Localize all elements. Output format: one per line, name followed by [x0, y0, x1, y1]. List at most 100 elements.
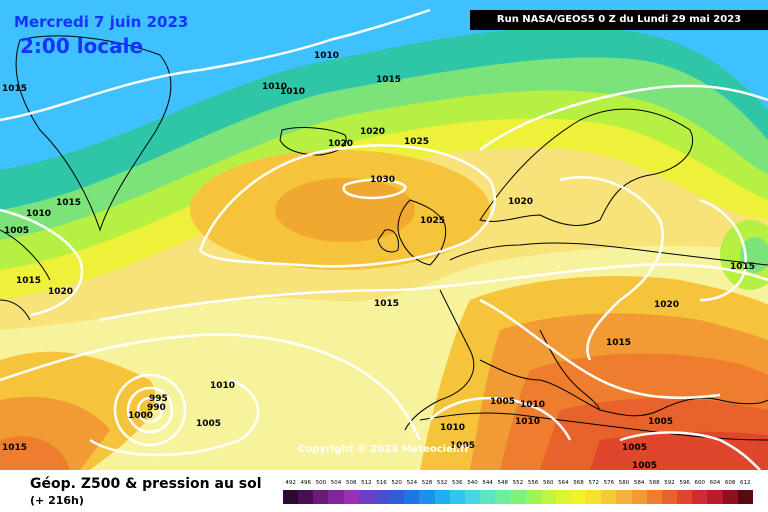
scale-value: 500	[315, 480, 327, 486]
legend-title: Géop. Z500 & pression au sol	[30, 476, 262, 492]
isobar-label: 1015	[2, 84, 27, 94]
scale-value: 564	[558, 480, 569, 486]
isobar-label: 1015	[16, 276, 41, 286]
scale-swatch	[389, 490, 405, 504]
continental-europe-coast	[404, 242, 768, 431]
north-africa-coast	[419, 412, 768, 441]
isobar-label: 1000	[128, 411, 153, 421]
isobars	[0, 8, 768, 470]
scale-value: 548	[497, 480, 509, 486]
scale-value: 528	[421, 480, 433, 486]
scandinavia-coast	[479, 108, 694, 226]
scale-value: 568	[573, 480, 584, 486]
forecast-date: Mercredi 7 juin 2023	[14, 13, 189, 31]
isobar-label: 1005	[622, 443, 647, 453]
scale-swatch	[646, 490, 662, 504]
isobar-label: 1025	[420, 216, 445, 226]
isobar-label: 1010	[262, 82, 287, 92]
scale-swatch	[480, 490, 496, 504]
isobar-label: 1015	[56, 198, 81, 208]
isobar-label: 1005	[632, 461, 657, 470]
greenland-coast	[15, 35, 172, 232]
scale-value: 496	[300, 480, 311, 486]
forecast-lead-time: (+ 216h)	[30, 494, 84, 507]
scale-swatch	[677, 490, 693, 504]
scale-swatch	[434, 490, 450, 504]
scale-value: 572	[588, 480, 599, 486]
scale-swatch	[298, 490, 314, 504]
isobar-label: 1015	[730, 262, 755, 272]
isobar-label: 1015	[2, 443, 27, 453]
scale-swatch	[358, 490, 374, 504]
scale-value: 560	[542, 480, 554, 486]
scale-value: 492	[285, 480, 296, 486]
map-canvas: 1015 1010 1015 1010 1010 1020 1020 1025 …	[0, 0, 768, 470]
isobar-label: 1010	[210, 381, 235, 391]
scale-value: 600	[694, 480, 706, 486]
ireland-coast	[377, 229, 399, 253]
scale-swatch	[464, 490, 481, 504]
isobar-label: 1010	[520, 400, 545, 410]
scale-swatches	[283, 490, 753, 504]
scale-value: 540	[467, 480, 478, 486]
scale-swatch	[631, 490, 647, 504]
isobar-label: 1020	[328, 139, 353, 149]
scale-value: 580	[618, 480, 630, 486]
scale-swatch	[510, 490, 526, 504]
isobar-label: 1005	[648, 417, 673, 427]
weather-map: 1015 1010 1015 1010 1010 1020 1020 1025 …	[0, 0, 768, 470]
isobar-label: 1010	[26, 209, 51, 219]
scale-value: 544	[482, 480, 493, 486]
isobar-label: 1005	[196, 419, 221, 429]
isobar-label: 1020	[360, 127, 385, 137]
scale-value: 584	[633, 480, 645, 486]
scale-swatch	[586, 490, 602, 504]
scale-swatch	[373, 490, 390, 504]
scale-value: 504	[330, 480, 342, 486]
scale-swatch	[343, 490, 359, 504]
isobar-label: 1010	[314, 51, 339, 61]
scale-swatch	[525, 490, 541, 504]
scale-swatch	[449, 490, 465, 504]
scale-swatch	[555, 490, 571, 504]
scale-swatch	[707, 490, 723, 504]
scale-swatch	[692, 490, 708, 504]
scale-swatch	[601, 490, 617, 504]
scale-value: 576	[603, 480, 615, 486]
isobar-label: 1015	[374, 299, 399, 309]
isobar-label: 1015	[606, 338, 631, 348]
color-scale: 492 496 500 504 508 512 516 520 524 528 532 536 540 5…	[283, 478, 753, 504]
scale-value: 604	[709, 480, 721, 486]
scale-value: 524	[406, 480, 418, 486]
scale-value: 508	[345, 480, 357, 486]
scale-swatch	[540, 490, 556, 504]
isobar-label: 1020	[48, 287, 73, 297]
scale-value: 592	[664, 480, 675, 486]
isobar-label: 990	[147, 403, 166, 413]
scale-value: 536	[452, 480, 463, 486]
scale-value: 532	[436, 480, 448, 486]
scale-value: 516	[376, 480, 387, 486]
geopotential-bands	[0, 0, 768, 470]
isobar-labels: 1015 1010 1015 1010 1010 1020 1020 1025 …	[2, 51, 755, 470]
scale-swatch	[283, 490, 299, 504]
model-run-info: Run NASA/GEOS5 0 Z du Lundi 29 mai 2023	[470, 10, 768, 30]
canada-coast	[0, 229, 51, 321]
scale-swatch	[737, 490, 753, 504]
legend-bar: Géop. Z500 & pression au sol (+ 216h) 49…	[0, 470, 768, 512]
scale-swatch	[404, 490, 420, 504]
scale-value: 556	[527, 480, 539, 486]
isobar-label: 1020	[654, 300, 679, 310]
scale-value: 608	[724, 480, 736, 486]
scale-swatch	[616, 490, 632, 504]
scale-swatch	[722, 490, 738, 504]
british-isles-coast	[397, 199, 447, 266]
scale-swatch	[328, 490, 344, 504]
scale-labels: 492 496 500 504 508 512 516 520 524 528 532 536 540 5…	[283, 478, 753, 488]
scale-swatch	[661, 490, 678, 504]
scale-value: 596	[679, 480, 690, 486]
scale-value: 612	[740, 480, 751, 486]
isobar-label: 1005	[4, 226, 29, 236]
copyright-notice: Copyright © 2023 Meteociel.fr	[298, 444, 470, 455]
isobar-label: 1010	[515, 417, 540, 427]
